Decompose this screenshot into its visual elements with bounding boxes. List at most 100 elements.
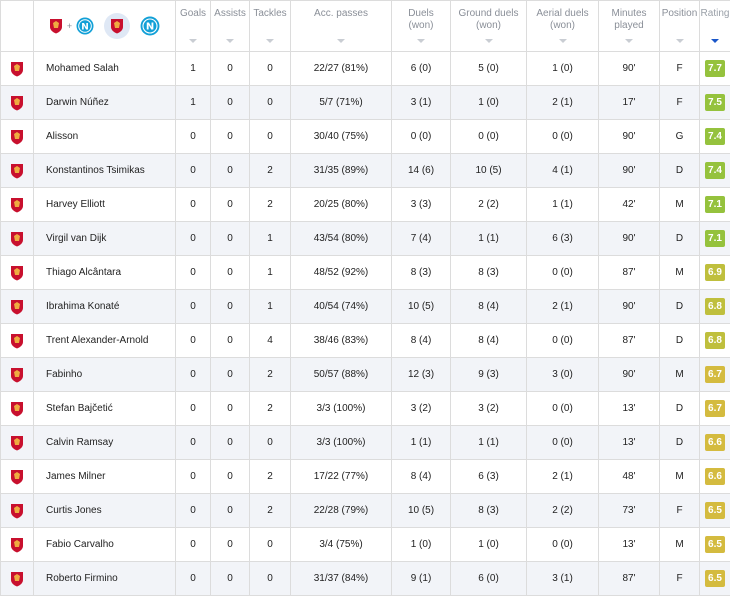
acc-passes-cell: 48/52 (92%) [290, 255, 392, 290]
assists-cell: 0 [210, 85, 250, 120]
column-header-minutes[interactable]: Minutes played [598, 0, 660, 52]
table-row[interactable]: Konstantinos Tsimikas 0 0 2 31/35 (89%) … [0, 153, 730, 188]
liverpool-crest-icon [49, 19, 62, 34]
column-header-duels[interactable]: Duels (won) [391, 0, 451, 52]
ground-duels-cell: 8 (3) [450, 255, 527, 290]
table-row[interactable]: Virgil van Dijk 0 0 1 43/54 (80%) 7 (4) … [0, 221, 730, 256]
tackles-cell: 2 [249, 493, 291, 528]
sort-arrow-icon [417, 39, 425, 43]
rating-badge: 6.7 [705, 366, 725, 383]
player-name[interactable]: Fabinho [33, 357, 176, 392]
column-header-acc-passes[interactable]: Acc. passes [290, 0, 392, 52]
tackles-cell: 0 [249, 85, 291, 120]
rating-badge: 7.4 [705, 162, 725, 179]
minutes-cell: 90' [598, 357, 660, 392]
sort-arrow-icon [484, 39, 493, 43]
table-row[interactable]: Mohamed Salah 1 0 0 22/27 (81%) 6 (0) 5 … [0, 51, 730, 86]
player-name[interactable]: Roberto Firmino [33, 561, 176, 596]
player-name[interactable]: Ibrahima Konaté [33, 289, 176, 324]
position-cell: D [659, 289, 700, 324]
aerial-duels-cell: 3 (1) [526, 561, 599, 596]
table-row[interactable]: Trent Alexander-Arnold 0 0 4 38/46 (83%)… [0, 323, 730, 358]
duels-cell: 1 (1) [391, 425, 451, 460]
team-filter-liverpool-napoli[interactable]: + N [49, 17, 94, 35]
team-filter-liverpool[interactable] [104, 13, 131, 39]
rating-badge: 6.8 [705, 332, 725, 349]
rating-cell: 6.8 [699, 323, 730, 358]
column-header-goals[interactable]: Goals [175, 0, 211, 52]
column-header-ground-duels[interactable]: Ground duels (won) [450, 0, 527, 52]
table-row[interactable]: Ibrahima Konaté 0 0 1 40/54 (74%) 10 (5)… [0, 289, 730, 324]
assists-cell: 0 [210, 561, 250, 596]
tackles-cell: 2 [249, 357, 291, 392]
player-name[interactable]: James Milner [33, 459, 176, 494]
liverpool-crest-icon [11, 435, 23, 450]
acc-passes-cell: 38/46 (83%) [290, 323, 392, 358]
duels-cell: 6 (0) [391, 51, 451, 86]
liverpool-crest-icon [11, 401, 23, 416]
column-header-rating[interactable]: Rating [699, 0, 730, 52]
player-name[interactable]: Fabio Carvalho [33, 527, 176, 562]
sort-arrow-icon [337, 39, 345, 43]
player-name[interactable]: Stefan Bajčetić [33, 391, 176, 426]
team-crest-cell [0, 51, 34, 86]
player-name[interactable]: Konstantinos Tsimikas [33, 153, 176, 188]
table-row[interactable]: Thiago Alcântara 0 0 1 48/52 (92%) 8 (3)… [0, 255, 730, 290]
ground-duels-cell: 8 (4) [450, 323, 527, 358]
duels-cell: 3 (1) [391, 85, 451, 120]
minutes-cell: 87' [598, 561, 660, 596]
table-row[interactable]: Curtis Jones 0 0 2 22/28 (79%) 10 (5) 8 … [0, 493, 730, 528]
tackles-cell: 2 [249, 459, 291, 494]
player-name[interactable]: Trent Alexander-Arnold [33, 323, 176, 358]
player-name[interactable]: Darwin Núñez [33, 85, 176, 120]
assists-cell: 0 [210, 187, 250, 222]
minutes-cell: 90' [598, 289, 660, 324]
minutes-cell: 90' [598, 51, 660, 86]
assists-cell: 0 [210, 255, 250, 290]
team-crest-cell [0, 357, 34, 392]
position-cell: F [659, 561, 700, 596]
table-row[interactable]: Fabinho 0 0 2 50/57 (88%) 12 (3) 9 (3) 3… [0, 357, 730, 392]
ground-duels-cell: 2 (2) [450, 187, 527, 222]
position-cell: F [659, 85, 700, 120]
table-row[interactable]: Stefan Bajčetić 0 0 2 3/3 (100%) 3 (2) 3… [0, 391, 730, 426]
table-row[interactable]: Darwin Núñez 1 0 0 5/7 (71%) 3 (1) 1 (0)… [0, 85, 730, 120]
table-row[interactable]: Alisson 0 0 0 30/40 (75%) 0 (0) 0 (0) 0 … [0, 119, 730, 154]
rating-badge: 6.8 [705, 298, 725, 315]
player-name[interactable]: Thiago Alcântara [33, 255, 176, 290]
aerial-duels-cell: 1 (0) [526, 51, 599, 86]
column-header-tackles[interactable]: Tackles [249, 0, 291, 52]
column-header-aerial-duels[interactable]: Aerial duels (won) [526, 0, 599, 52]
rating-badge: 6.5 [705, 570, 725, 587]
aerial-duels-cell: 0 (0) [526, 323, 599, 358]
duels-cell: 10 (5) [391, 493, 451, 528]
duels-cell: 8 (4) [391, 459, 451, 494]
rating-cell: 6.8 [699, 289, 730, 324]
player-name[interactable]: Curtis Jones [33, 493, 176, 528]
table-row[interactable]: Calvin Ramsay 0 0 0 3/3 (100%) 1 (1) 1 (… [0, 425, 730, 460]
aerial-duels-cell: 0 (0) [526, 391, 599, 426]
team-filter-napoli[interactable]: N [140, 16, 160, 36]
aerial-duels-cell: 2 (1) [526, 85, 599, 120]
acc-passes-cell: 31/35 (89%) [290, 153, 392, 188]
header-crest-cell [0, 0, 34, 52]
player-name[interactable]: Calvin Ramsay [33, 425, 176, 460]
aerial-duels-cell: 6 (3) [526, 221, 599, 256]
table-row[interactable]: Fabio Carvalho 0 0 0 3/4 (75%) 1 (0) 1 (… [0, 527, 730, 562]
ground-duels-cell: 1 (1) [450, 221, 527, 256]
table-row[interactable]: Roberto Firmino 0 0 0 31/37 (84%) 9 (1) … [0, 561, 730, 596]
team-crest-cell [0, 289, 34, 324]
column-header-assists[interactable]: Assists [210, 0, 250, 52]
duels-cell: 7 (4) [391, 221, 451, 256]
liverpool-crest-icon [11, 333, 23, 348]
column-header-position[interactable]: Position [659, 0, 700, 52]
table-row[interactable]: Harvey Elliott 0 0 2 20/25 (80%) 3 (3) 2… [0, 187, 730, 222]
position-cell: M [659, 357, 700, 392]
assists-cell: 0 [210, 153, 250, 188]
player-name[interactable]: Alisson [33, 119, 176, 154]
table-row[interactable]: James Milner 0 0 2 17/22 (77%) 8 (4) 6 (… [0, 459, 730, 494]
player-name[interactable]: Mohamed Salah [33, 51, 176, 86]
player-name[interactable]: Virgil van Dijk [33, 221, 176, 256]
player-name[interactable]: Harvey Elliott [33, 187, 176, 222]
rating-badge: 7.5 [705, 94, 725, 111]
